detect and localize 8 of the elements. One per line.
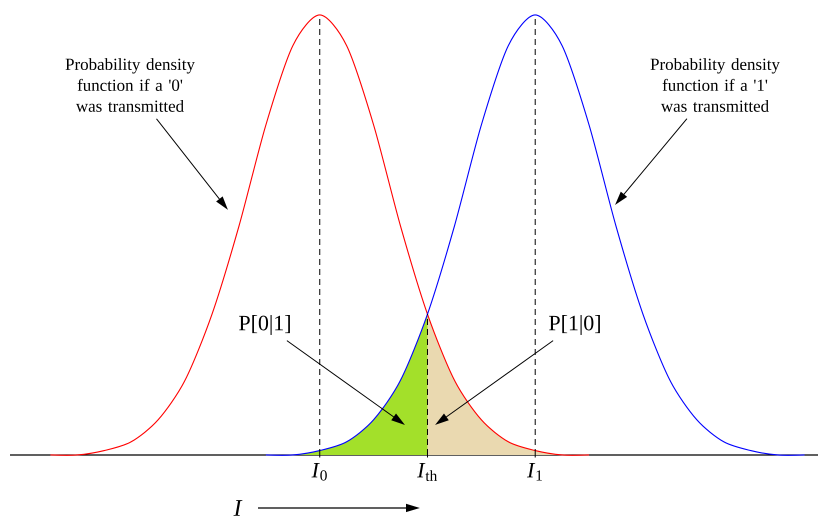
x-axis-title: I — [233, 500, 242, 516]
x-tick-label: I$_{th}$ — [417, 462, 438, 482]
x-tick-label: I$_{1}$ — [526, 462, 542, 480]
annotation: Probability density function if a '0' was transmitted — [66, 58, 195, 112]
x-tick-label: I$_{0}$ — [312, 462, 327, 481]
annotation: P[1|0] — [549, 315, 600, 335]
annotation: P[0|1] — [239, 315, 290, 335]
annotation: Probability density function if a '1' was transmitted — [650, 58, 780, 112]
